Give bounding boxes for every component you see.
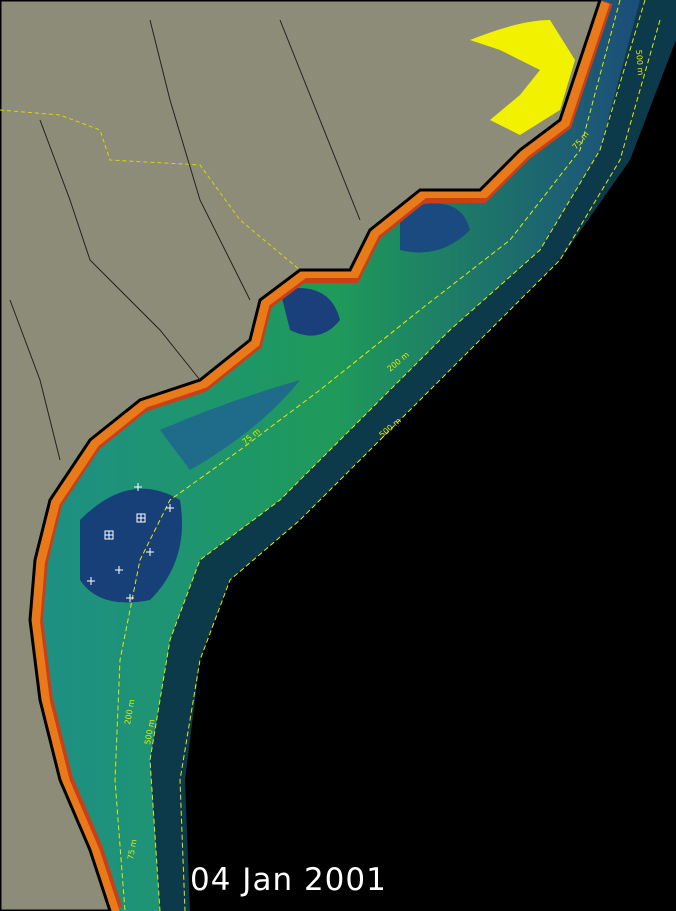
water-patch xyxy=(80,488,182,603)
isobath-label: 500 m xyxy=(634,49,645,75)
sound xyxy=(470,20,575,135)
water-patch xyxy=(160,380,300,470)
isobath xyxy=(179,19,661,911)
station-markers xyxy=(87,483,174,602)
date-label: 04 Jan 2001 xyxy=(190,862,387,898)
isobath-label: 500 m xyxy=(143,718,156,745)
isobath xyxy=(114,0,621,911)
shelf-water xyxy=(30,0,640,911)
river xyxy=(9,19,361,461)
state-border xyxy=(0,109,301,271)
water-patch xyxy=(280,288,340,336)
water-patch xyxy=(400,203,470,253)
isobath-label: 200 m xyxy=(123,698,136,725)
isobath-label: 75 m xyxy=(126,838,138,860)
coastal-band-inner xyxy=(27,0,610,911)
isobath xyxy=(149,0,646,911)
